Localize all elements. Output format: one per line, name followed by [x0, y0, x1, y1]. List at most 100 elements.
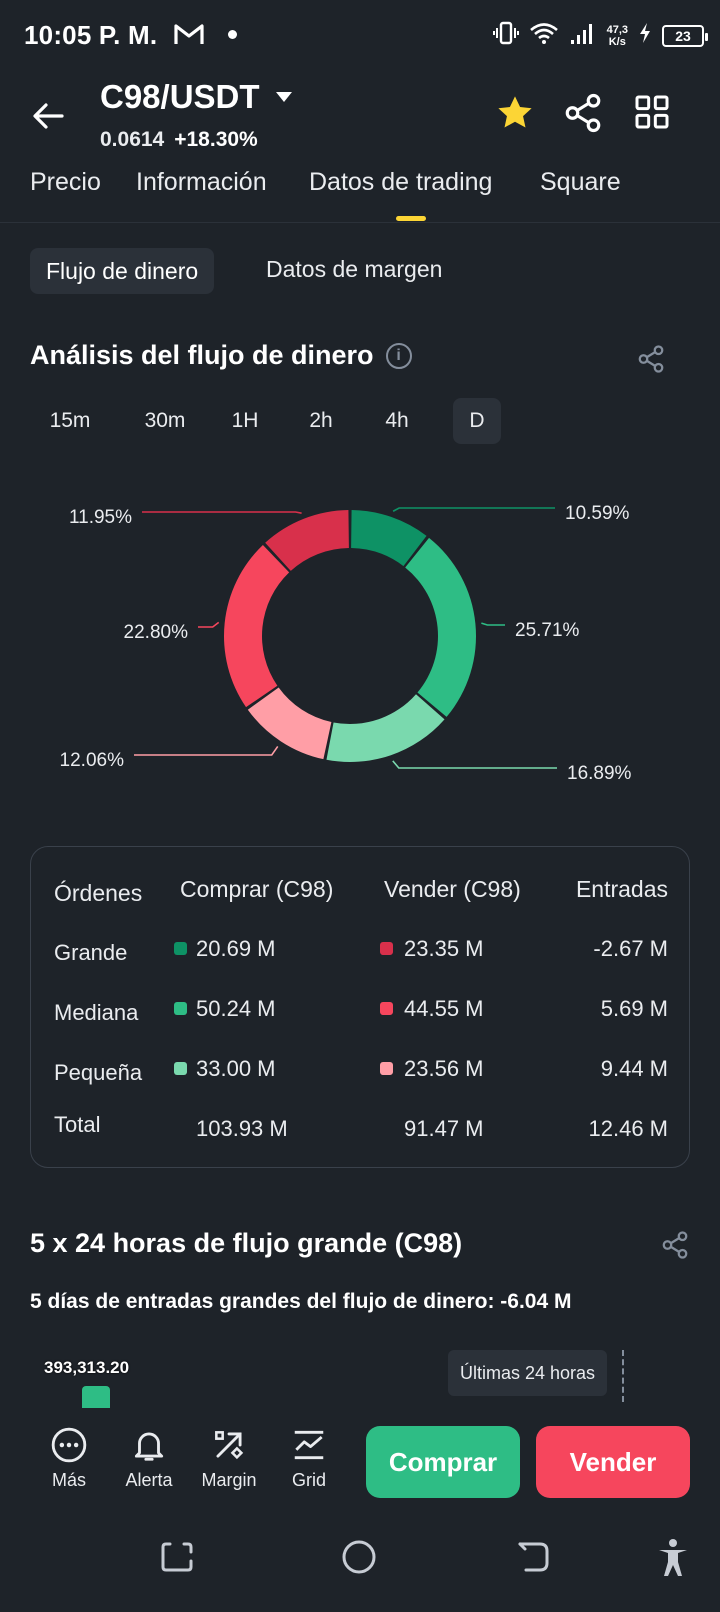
network-speed: 47,3 K/s [606, 23, 628, 48]
buy-small-value: 33.00 M [196, 1056, 276, 1081]
donut-leader-line [481, 622, 505, 626]
interval-30m[interactable]: 30m [144, 409, 186, 432]
charging-icon [638, 22, 652, 49]
status-time: 10:05 P. M. [24, 20, 158, 50]
accessibility-icon[interactable] [656, 1538, 690, 1578]
home-icon[interactable] [340, 1538, 378, 1576]
interval-d[interactable]: D [453, 398, 501, 444]
bell-icon [134, 1432, 164, 1461]
pair-name: C98/USDT [100, 78, 260, 115]
vibrate-icon [492, 20, 519, 51]
net-small-value: 9.44 M [600, 1056, 668, 1081]
buy-large-swatch [174, 942, 187, 955]
toolbar-alert-button[interactable]: Alerta [112, 1426, 186, 1491]
favorite-star-icon[interactable] [494, 92, 536, 139]
sell-small-swatch [380, 1062, 393, 1075]
large-flow-title: 5 x 24 horas de flujo grande (C98) [30, 1228, 463, 1258]
tab-datos-de-trading[interactable]: Datos de trading [309, 168, 493, 196]
money-flow-donut-chart: 10.59% 25.71% 16.89% 12.06% 22.80% 11.95% [0, 480, 720, 820]
toolbar-more-button[interactable]: Más [32, 1426, 106, 1491]
buy-small-swatch [174, 1062, 187, 1075]
gmail-icon [174, 22, 204, 51]
dashed-marker-line [622, 1350, 624, 1402]
donut-slice [247, 687, 332, 760]
toolbar-margin-button[interactable]: Margin [192, 1426, 266, 1491]
donut-slice [265, 510, 349, 571]
donut-slice-label: 25.71% [515, 620, 580, 641]
donut-leader-line [142, 511, 302, 514]
orders-table-card [30, 846, 690, 1168]
net-total-value: 12.46 M [588, 1116, 669, 1141]
row-name-total: Total [54, 1112, 101, 1137]
share-icon[interactable] [636, 344, 666, 379]
money-flow-title: Análisis del flujo de dinero i [30, 340, 412, 371]
price-change: +18.30% [174, 128, 258, 151]
subtab-datos-de-margen[interactable]: Datos de margen [266, 256, 443, 282]
buy-medium-value: 50.24 M [196, 996, 276, 1021]
buy-medium-swatch [174, 1002, 187, 1015]
subtab-flujo-de-dinero[interactable]: Flujo de dinero [30, 248, 215, 294]
status-icons: 47,3 K/s 23 [492, 20, 708, 51]
active-tab-indicator [396, 216, 426, 221]
sell-medium-swatch [380, 1002, 393, 1015]
interval-15m[interactable]: 15m [49, 409, 91, 432]
sell-medium-value: 44.55 M [404, 996, 484, 1021]
net-large-value: -2.67 M [593, 936, 668, 961]
donut-slice [326, 694, 445, 762]
toolbar-grid-label: Grid [291, 1470, 326, 1490]
row-name-grande: Grande [54, 940, 128, 965]
donut-leader-line [134, 746, 279, 756]
toolbar-alert-label: Alerta [125, 1470, 173, 1490]
battery-icon: 23 [662, 24, 708, 47]
recent-apps-icon[interactable] [160, 1540, 194, 1574]
toolbar-more-label: Más [51, 1470, 86, 1490]
info-icon[interactable]: i [385, 342, 412, 369]
pair-selector[interactable]: C98/USDT [100, 78, 294, 116]
grid-menu-icon[interactable] [632, 92, 672, 137]
large-flow-summary: 5 días de entradas grandes del flujo de … [30, 1290, 572, 1313]
toolbar-margin-label: Margin [201, 1470, 257, 1490]
tab-precio[interactable]: Precio [30, 168, 101, 196]
net-medium-value: 5.69 M [600, 996, 668, 1021]
price-row: 0.0614 +18.30% [100, 128, 258, 152]
arrow-left-icon [33, 103, 64, 129]
buy-button[interactable]: Comprar [366, 1426, 520, 1498]
donut-slice-label: 10.59% [565, 503, 630, 524]
donut-slice [224, 544, 290, 708]
margin-icon [215, 1431, 244, 1460]
bar-value-label: 393,313.20 [44, 1358, 130, 1377]
notification-dot [228, 30, 237, 39]
large-flow-bar [82, 1386, 110, 1408]
interval-selector: 15m 30m 1H 2h 4h D [30, 398, 501, 444]
donut-leader-line [198, 621, 220, 628]
tabs-divider [0, 222, 720, 223]
donut-leader-line [392, 507, 555, 512]
system-nav-bar [0, 1518, 720, 1612]
share-icon[interactable] [660, 1230, 690, 1265]
col-header-comprar: Comprar (C98) [180, 876, 334, 902]
col-header-ordenes: Órdenes [54, 880, 143, 906]
sell-button[interactable]: Vender [536, 1426, 690, 1498]
toolbar-grid-button[interactable]: Grid [272, 1426, 346, 1491]
back-nav-icon[interactable] [516, 1540, 550, 1574]
more-icon [51, 1427, 87, 1463]
wifi-icon [529, 21, 559, 50]
donut-slice-label: 12.06% [60, 750, 125, 771]
share-icon[interactable] [562, 92, 604, 139]
sell-total-value: 91.47 M [404, 1116, 484, 1141]
col-header-vender: Vender (C98) [384, 876, 521, 902]
donut-slice [405, 537, 477, 717]
back-button[interactable] [26, 92, 74, 140]
buy-total-value: 103.93 M [196, 1116, 288, 1141]
signal-icon [569, 21, 597, 50]
tab-square[interactable]: Square [540, 168, 621, 196]
money-flow-title-text: Análisis del flujo de dinero [30, 340, 374, 370]
caret-down-icon [275, 92, 292, 102]
sell-large-swatch [380, 942, 393, 955]
interval-2h[interactable]: 2h [309, 409, 333, 432]
sell-large-value: 23.35 M [404, 936, 484, 961]
last-price: 0.0614 [100, 128, 165, 151]
interval-4h[interactable]: 4h [385, 409, 409, 432]
tab-informacion[interactable]: Información [136, 168, 267, 196]
interval-1h[interactable]: 1H [231, 409, 259, 432]
